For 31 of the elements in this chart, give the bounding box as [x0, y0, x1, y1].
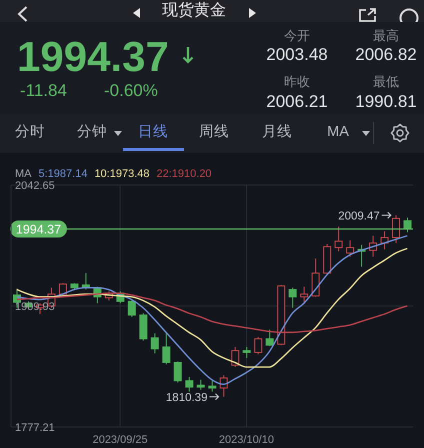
text: 1994.37 [17, 33, 169, 80]
text: 5:1987.14 [38, 168, 88, 180]
line-series [16, 248, 408, 368]
text: 日线 [138, 124, 168, 140]
y-tick-label: 2042.65 [15, 180, 55, 192]
text: -0.60% [104, 81, 158, 100]
annotation: 2009.47 [338, 210, 380, 222]
text: -11.84 [20, 81, 67, 100]
text: 昨收 [284, 74, 310, 89]
text: 分钟 [77, 124, 107, 140]
text: 月线 [262, 124, 292, 140]
legend-title: MA [15, 168, 32, 180]
text: 1990.81 [355, 92, 417, 111]
text: 周线 [199, 124, 229, 140]
text: 今开 [284, 28, 310, 43]
x-tick-label: 2023/10/10 [218, 434, 274, 446]
text: 2006.21 [266, 92, 328, 111]
y-tick-label: 1777.21 [15, 422, 55, 434]
text: 2003.48 [266, 45, 328, 64]
candlestick [196, 379, 205, 390]
text: 最低 [373, 74, 399, 89]
annotation: 1810.39 [166, 392, 208, 404]
ref-line-label: 1994.37 [16, 222, 62, 237]
text: 2006.82 [355, 45, 417, 64]
text: 最高 [373, 28, 399, 43]
text: MA [327, 124, 349, 140]
x-tick-label: 2023/09/25 [92, 434, 148, 446]
text: 10:1973.48 [94, 168, 150, 180]
text: 分时 [15, 124, 45, 140]
chart-title: 现货黄金 [162, 2, 226, 19]
text: 22:1910.20 [156, 168, 212, 180]
